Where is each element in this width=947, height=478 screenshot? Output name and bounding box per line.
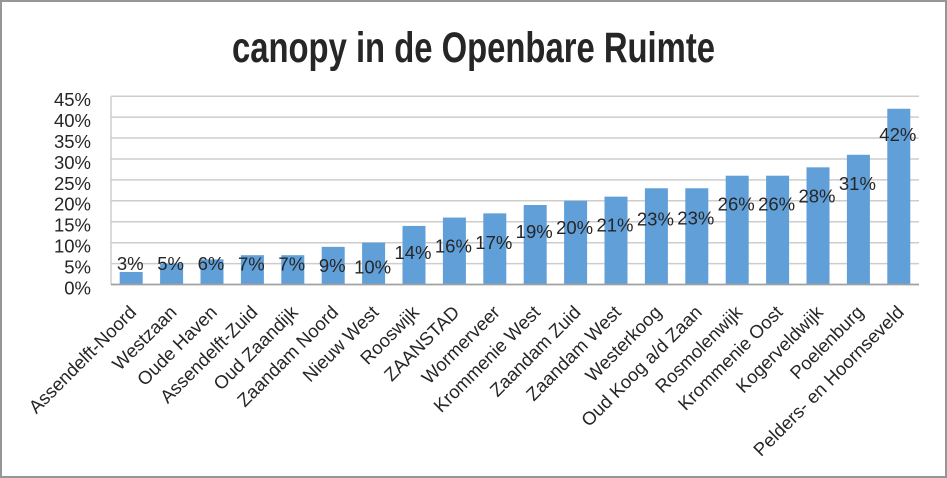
- svg-text:5%: 5%: [157, 253, 184, 274]
- svg-text:23%: 23%: [637, 209, 674, 230]
- svg-text:7%: 7%: [278, 253, 305, 274]
- svg-text:42%: 42%: [879, 124, 916, 145]
- svg-text:10%: 10%: [354, 257, 391, 278]
- svg-text:23%: 23%: [677, 208, 714, 229]
- svg-text:7%: 7%: [238, 253, 265, 274]
- svg-text:16%: 16%: [435, 236, 472, 257]
- svg-text:21%: 21%: [596, 215, 633, 236]
- svg-text:26%: 26%: [718, 194, 755, 215]
- svg-text:40%: 40%: [54, 110, 91, 131]
- svg-text:20%: 20%: [556, 217, 593, 238]
- svg-text:3%: 3%: [117, 253, 144, 274]
- svg-text:28%: 28%: [798, 186, 835, 207]
- svg-text:31%: 31%: [839, 173, 876, 194]
- svg-text:20%: 20%: [54, 194, 91, 215]
- svg-text:15%: 15%: [54, 215, 91, 236]
- svg-text:30%: 30%: [54, 152, 91, 173]
- svg-text:35%: 35%: [54, 131, 91, 152]
- svg-text:9%: 9%: [319, 255, 346, 276]
- svg-text:14%: 14%: [394, 242, 431, 263]
- svg-text:6%: 6%: [198, 253, 225, 274]
- svg-text:45%: 45%: [54, 89, 91, 110]
- svg-text:25%: 25%: [54, 173, 91, 194]
- svg-text:canopy in de Openbare Ruimte: canopy in de Openbare Ruimte: [232, 24, 715, 72]
- svg-text:5%: 5%: [64, 256, 91, 277]
- svg-text:17%: 17%: [475, 232, 512, 253]
- svg-text:0%: 0%: [64, 277, 91, 298]
- svg-text:10%: 10%: [54, 236, 91, 257]
- svg-text:26%: 26%: [758, 194, 795, 215]
- svg-text:19%: 19%: [516, 221, 553, 242]
